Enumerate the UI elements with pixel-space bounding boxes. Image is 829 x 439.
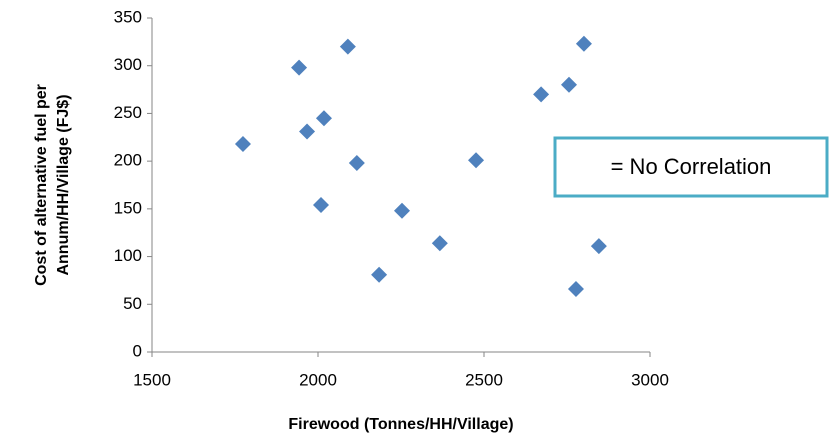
point xyxy=(567,281,584,298)
x-tick-label: 2500 xyxy=(465,370,503,389)
x-tick-label: 2000 xyxy=(299,370,337,389)
y-tick-label: 50 xyxy=(123,294,142,313)
point xyxy=(533,86,550,103)
point xyxy=(393,202,410,219)
point xyxy=(339,38,356,55)
point xyxy=(371,266,388,283)
y-tick-label: 150 xyxy=(114,198,142,217)
x-tick-label: 1500 xyxy=(133,370,171,389)
x-tick-label: 3000 xyxy=(631,370,669,389)
point xyxy=(575,35,592,52)
y-tick-label: 250 xyxy=(114,103,142,122)
point xyxy=(315,110,332,127)
point xyxy=(590,238,607,255)
x-axis-title: Firewood (Tonnes/HH/Village) xyxy=(288,416,513,433)
point xyxy=(312,197,329,214)
y-tick-label: 0 xyxy=(133,341,142,360)
point xyxy=(431,235,448,252)
y-tick-label: 200 xyxy=(114,151,142,170)
y-axis-title-line: Cost of alternative fuel per xyxy=(33,84,50,286)
point xyxy=(234,135,251,152)
annotation-box xyxy=(553,136,829,198)
point xyxy=(291,59,308,76)
y-axis-title-line: Annum/HH/Village (FJ$) xyxy=(55,94,72,275)
annotation: = No Correlation xyxy=(611,154,772,179)
y-tick-label: 100 xyxy=(114,246,142,265)
point xyxy=(560,76,577,93)
point xyxy=(299,123,316,140)
point xyxy=(468,152,485,169)
point xyxy=(348,155,365,172)
y-axis-title: Cost of alternative fuel per Annum/HH/Vi… xyxy=(33,84,72,286)
y-tick-label: 300 xyxy=(114,55,142,74)
y-tick-label: 350 xyxy=(114,7,142,26)
